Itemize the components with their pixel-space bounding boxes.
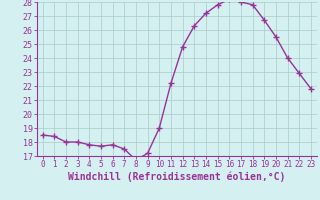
- X-axis label: Windchill (Refroidissement éolien,°C): Windchill (Refroidissement éolien,°C): [68, 172, 285, 182]
